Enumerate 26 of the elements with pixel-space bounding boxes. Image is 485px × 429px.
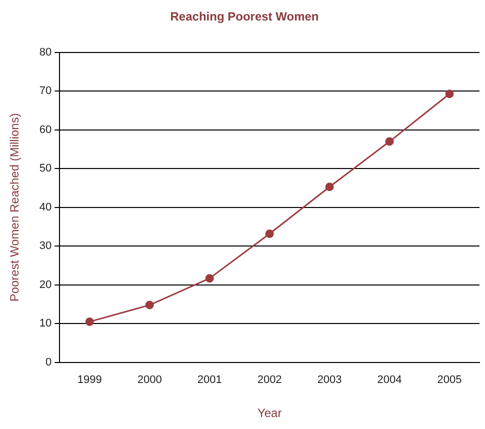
y-tick-label: 50 xyxy=(39,162,52,175)
y-tick-label: 80 xyxy=(39,46,52,58)
y-tick-label: 70 xyxy=(39,85,52,98)
x-axis-title: Year xyxy=(257,406,282,420)
y-tick-label: 40 xyxy=(39,201,52,214)
point xyxy=(85,317,94,326)
y-tick-label: 0 xyxy=(46,356,52,368)
point xyxy=(325,182,334,192)
point xyxy=(265,230,274,238)
x-tick-label: 2004 xyxy=(377,374,402,386)
x-tick-label: 2003 xyxy=(317,374,342,386)
x-tick-label: 2005 xyxy=(437,374,462,386)
x-tick-label: 2002 xyxy=(257,374,282,386)
point xyxy=(145,300,154,310)
y-tick-label: 60 xyxy=(39,124,52,136)
point xyxy=(445,90,454,98)
point xyxy=(385,137,394,146)
x-tick-label: 2001 xyxy=(197,374,222,386)
y-axis-title: Poorest Women Reached (Millions) xyxy=(8,113,22,302)
y-tick-label: 10 xyxy=(39,318,52,330)
chart-title: Reaching Poorest Women xyxy=(170,10,319,24)
x-tick-label: 1999 xyxy=(77,374,102,386)
y-tick-label: 30 xyxy=(39,240,52,252)
point xyxy=(205,274,214,283)
y-tick-label: 20 xyxy=(39,278,52,291)
x-tick-label: 2000 xyxy=(137,374,162,386)
